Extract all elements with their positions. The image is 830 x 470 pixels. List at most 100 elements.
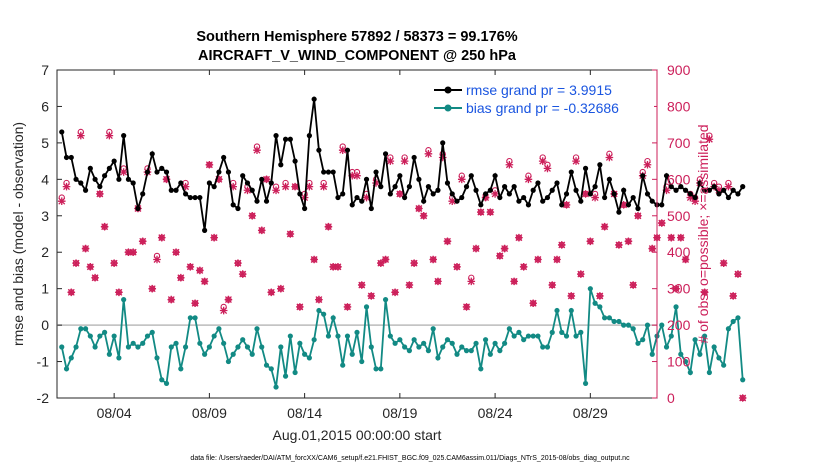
rmse-point (549, 187, 555, 193)
obs-assimilated-marker (657, 219, 666, 227)
rmse-point (435, 187, 441, 193)
bias-point (406, 348, 412, 354)
bias-point (192, 315, 198, 321)
obs-assimilated-marker (543, 164, 552, 173)
obs-assimilated-marker (281, 182, 290, 191)
obs-assimilated-marker (315, 295, 323, 304)
obs-assimilated-marker (210, 233, 218, 242)
bias-point (297, 340, 303, 346)
rmse-point (173, 187, 179, 193)
bias-point (211, 333, 217, 339)
bias-point (497, 348, 503, 354)
y-left-tick-label: 4 (41, 171, 49, 187)
bias-point (125, 344, 132, 350)
bias-point (235, 344, 241, 350)
obs-assimilated-marker (410, 259, 418, 267)
y-right-tick-label: 300 (667, 281, 691, 297)
obs-assimilated-marker (234, 259, 242, 267)
y-right-tick-label: 0 (667, 390, 675, 406)
rmse-point (359, 198, 365, 204)
rmse-point (659, 202, 665, 208)
rmse-point (511, 184, 517, 190)
bias-point (625, 322, 632, 328)
bias-point (440, 344, 446, 350)
rmse-point (178, 180, 184, 186)
rmse-point (116, 176, 122, 182)
obs-assimilated-marker (434, 277, 442, 286)
rmse-point (321, 169, 327, 175)
bias-point (473, 340, 479, 346)
bias-point (287, 333, 293, 339)
bias-point (340, 362, 346, 368)
obs-assimilated-marker (677, 233, 685, 242)
rmse-point (454, 198, 460, 204)
bias-point (221, 340, 227, 346)
obs-assimilated-marker (177, 273, 185, 282)
obs-assimilated-marker (719, 259, 728, 267)
bias-point (63, 366, 70, 372)
bias-point (544, 344, 551, 350)
rmse-point (397, 173, 403, 179)
rmse-point (673, 187, 679, 193)
obs-assimilated-marker (567, 292, 576, 300)
obs-assimilated-marker (705, 135, 714, 144)
rmse-point (363, 176, 370, 182)
rmse-point (449, 191, 455, 197)
obs-assimilated-marker (734, 270, 742, 278)
rmse-point (463, 184, 470, 190)
obs-assimilated-marker (191, 299, 199, 308)
rmse-point (711, 184, 717, 190)
y-right-tick-label: 200 (667, 317, 691, 333)
obs-assimilated-marker (686, 193, 695, 202)
obs-assimilated-marker (648, 244, 657, 253)
axis-ticks: -2 -1 0 1 2 3 4 5 6 7 0 100 200 300 400 500 600 700 800 900… (37, 62, 691, 421)
obs-assimilated-marker (496, 252, 504, 260)
y-axis-left-label: rmse and bias (model - observation) (10, 122, 26, 346)
x-tick-label: 08/29 (573, 405, 608, 421)
rmse-point (735, 191, 741, 197)
x-axis-label: Aug.01,2015 00:00:00 start (273, 427, 442, 443)
obs-assimilated-marker (400, 157, 409, 165)
bias-point (530, 333, 536, 339)
obs-assimilated-marker (577, 270, 585, 278)
y-right-tick-label: 100 (667, 354, 691, 370)
bias-point (630, 326, 636, 332)
bias-point (735, 315, 741, 321)
rmse-point (78, 180, 84, 186)
bias-point (292, 369, 298, 376)
rmse-point (125, 176, 132, 182)
bias-point (178, 366, 184, 372)
bias-point (68, 355, 74, 361)
rmse-point (702, 187, 708, 193)
rmse-point (482, 191, 489, 197)
rmse-point (254, 198, 260, 204)
bias-point (454, 351, 460, 357)
bias-point (268, 366, 274, 372)
bias-point (649, 351, 655, 357)
rmse-series-group (59, 96, 746, 233)
obs-assimilated-marker (415, 204, 423, 213)
bias-point (244, 344, 251, 350)
rmse-point (578, 198, 584, 204)
obs-assimilated-marker (229, 182, 237, 191)
obs-assimilated-marker (338, 146, 347, 154)
obs-assimilated-marker (681, 255, 690, 264)
bias-point (525, 333, 532, 339)
y-left-tick-label: 5 (41, 135, 49, 151)
rmse-point (540, 198, 546, 204)
bias-point (216, 326, 222, 332)
bias-point (611, 318, 617, 325)
obs-assimilated-marker (357, 281, 366, 289)
obs-assimilated-marker (148, 284, 157, 293)
bias-point (444, 337, 451, 343)
y-right-tick-label: 400 (667, 244, 691, 260)
obs-assimilated-marker (372, 179, 380, 187)
x-tick-label: 08/04 (97, 405, 132, 421)
rmse-point (221, 154, 227, 161)
rmse-point (287, 136, 293, 142)
rmse-point (687, 191, 693, 197)
obs-assimilated-marker (405, 281, 414, 289)
bias-point (621, 322, 627, 328)
obs-assimilated-marker (667, 233, 676, 242)
